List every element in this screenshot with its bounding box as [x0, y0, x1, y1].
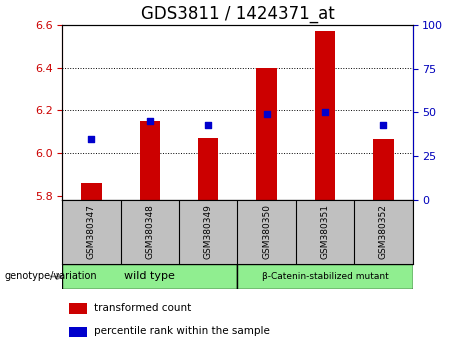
Bar [62, 264, 237, 289]
Text: GSM380349: GSM380349 [204, 204, 213, 259]
Point [321, 110, 329, 115]
Bar [256, 68, 277, 200]
Text: GSM380350: GSM380350 [262, 204, 271, 259]
Point [380, 122, 387, 127]
Bar [373, 139, 394, 200]
Bar [198, 138, 219, 200]
Text: GSM380351: GSM380351 [320, 204, 330, 259]
Text: transformed count: transformed count [94, 303, 191, 313]
Bar [237, 264, 413, 289]
Title: GDS3811 / 1424371_at: GDS3811 / 1424371_at [141, 6, 334, 23]
Text: genotype/variation: genotype/variation [5, 272, 97, 281]
Text: percentile rank within the sample: percentile rank within the sample [94, 326, 270, 337]
Point [263, 111, 270, 117]
Bar [140, 121, 160, 200]
Text: β-Catenin-stabilized mutant: β-Catenin-stabilized mutant [262, 272, 388, 281]
Bar [315, 31, 335, 200]
Bar [69, 326, 87, 337]
Point [146, 118, 154, 124]
Point [88, 136, 95, 142]
Text: wild type: wild type [124, 272, 175, 281]
Text: GSM380348: GSM380348 [145, 204, 154, 259]
Text: GSM380352: GSM380352 [379, 204, 388, 259]
Bar [81, 183, 101, 200]
Text: GSM380347: GSM380347 [87, 204, 96, 259]
Bar [69, 303, 87, 314]
Point [205, 122, 212, 127]
